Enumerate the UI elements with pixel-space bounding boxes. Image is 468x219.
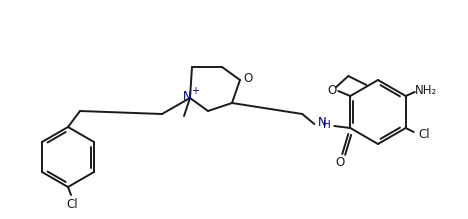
Text: O: O [328, 85, 337, 97]
Text: O: O [243, 71, 253, 85]
Text: N: N [183, 90, 191, 104]
Text: NH₂: NH₂ [415, 83, 437, 97]
Text: H: H [323, 120, 331, 130]
Text: N: N [318, 117, 327, 129]
Text: O: O [336, 157, 345, 170]
Text: Cl: Cl [66, 198, 78, 210]
Text: +: + [191, 86, 199, 96]
Text: Cl: Cl [418, 129, 430, 141]
